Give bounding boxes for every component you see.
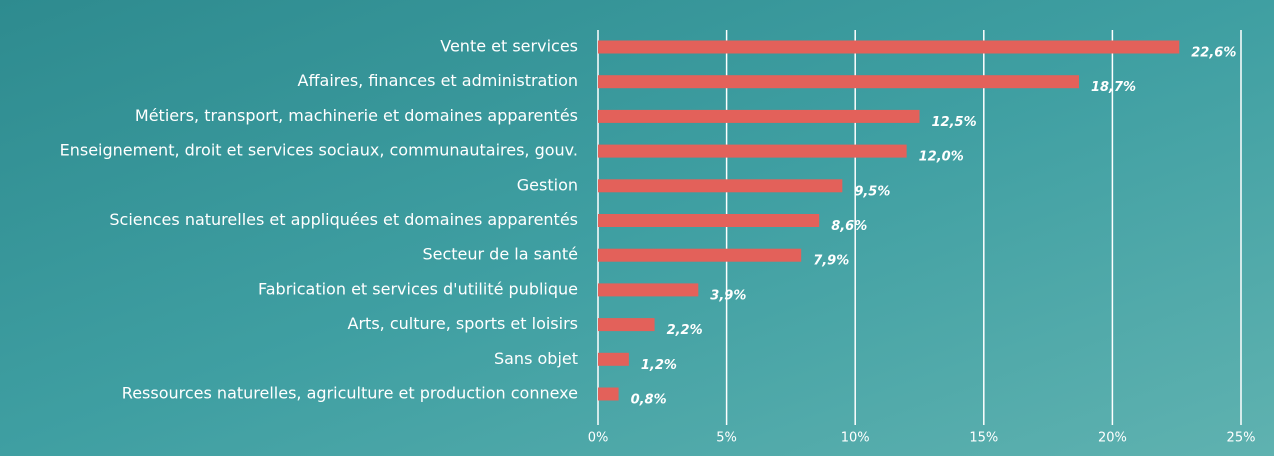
bar	[598, 214, 820, 227]
x-tick-label: 25%	[1227, 431, 1256, 446]
category-label: Ressources naturelles, agriculture et pr…	[122, 384, 578, 403]
value-label: 3,9%	[710, 288, 746, 303]
bar	[598, 144, 907, 158]
bar	[598, 387, 619, 401]
x-tick-label: 5%	[716, 431, 737, 446]
x-tick-label: 10%	[841, 431, 870, 446]
category-label: Sans objet	[494, 349, 578, 368]
value-label: 18,7%	[1091, 80, 1136, 95]
category-label: Vente et services	[440, 37, 578, 56]
category-label: Enseignement, droit et services sociaux,…	[60, 141, 578, 160]
bar	[598, 179, 843, 193]
value-label: 22,6%	[1191, 46, 1236, 61]
x-tick-label: 20%	[1098, 431, 1127, 446]
category-label: Métiers, transport, machinerie et domain…	[135, 106, 578, 125]
value-label: 12,5%	[932, 115, 977, 130]
bar	[598, 248, 802, 262]
category-label: Arts, culture, sports et loisirs	[348, 314, 578, 333]
value-label: 7,9%	[813, 254, 849, 269]
bar	[598, 40, 1180, 54]
value-label: 2,2%	[667, 323, 703, 338]
value-label: 12,0%	[919, 150, 964, 165]
category-label: Sciences naturelles et appliquées et dom…	[109, 210, 578, 229]
category-label: Gestion	[517, 175, 578, 194]
bar	[598, 283, 699, 297]
bar	[598, 352, 629, 366]
bar	[598, 318, 655, 332]
x-tick-label: 0%	[588, 431, 609, 446]
value-label: 0,8%	[631, 393, 667, 408]
bar	[598, 75, 1079, 89]
x-tick-label: 15%	[969, 431, 998, 446]
category-label: Affaires, finances et administration	[298, 71, 578, 90]
category-label: Secteur de la santé	[422, 245, 578, 264]
bar	[598, 109, 920, 123]
value-label: 8,6%	[831, 219, 867, 234]
value-label: 1,2%	[641, 358, 677, 373]
value-label: 9,5%	[854, 184, 890, 199]
category-label: Fabrication et services d'utilité publiq…	[258, 279, 578, 298]
